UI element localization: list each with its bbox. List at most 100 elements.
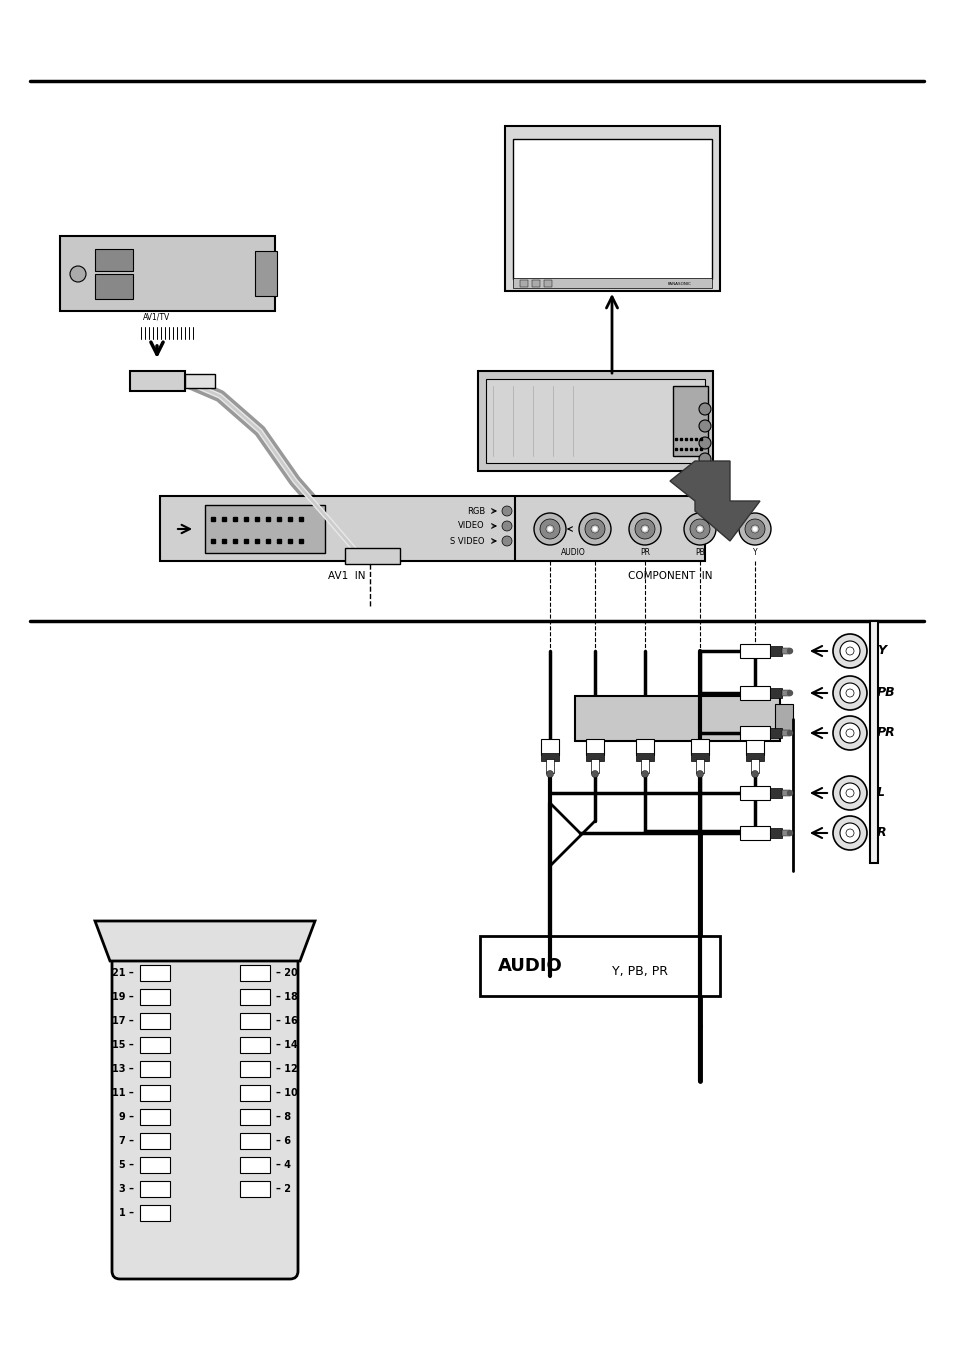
Circle shape bbox=[845, 647, 853, 655]
Bar bbox=[240, 1038, 270, 1052]
Bar bbox=[345, 549, 399, 563]
Bar bbox=[240, 1085, 270, 1101]
Circle shape bbox=[699, 420, 710, 432]
Circle shape bbox=[640, 770, 648, 777]
Bar bbox=[636, 739, 654, 755]
Bar bbox=[769, 646, 781, 657]
Text: 15 –: 15 – bbox=[112, 1040, 133, 1050]
Circle shape bbox=[751, 770, 758, 777]
FancyBboxPatch shape bbox=[112, 952, 297, 1279]
Text: 21 –: 21 – bbox=[112, 969, 133, 978]
Text: AUDIO: AUDIO bbox=[497, 957, 561, 975]
Text: L: L bbox=[876, 786, 884, 800]
Bar bbox=[240, 1181, 270, 1197]
Bar bbox=[504, 126, 720, 290]
Polygon shape bbox=[669, 461, 760, 540]
Text: – 12: – 12 bbox=[275, 1065, 297, 1074]
Bar bbox=[869, 621, 877, 863]
Circle shape bbox=[840, 823, 859, 843]
Bar bbox=[740, 786, 769, 800]
Bar bbox=[205, 505, 325, 553]
Text: – 6: – 6 bbox=[275, 1136, 291, 1146]
Circle shape bbox=[786, 831, 792, 835]
Circle shape bbox=[840, 640, 859, 661]
Bar bbox=[477, 372, 712, 471]
Bar bbox=[240, 1013, 270, 1029]
Circle shape bbox=[699, 403, 710, 415]
Bar bbox=[590, 759, 598, 773]
Text: – 14: – 14 bbox=[275, 1040, 297, 1050]
Bar bbox=[519, 280, 527, 286]
Circle shape bbox=[750, 526, 759, 534]
Bar bbox=[696, 759, 703, 773]
Bar bbox=[781, 830, 789, 836]
Bar bbox=[781, 730, 789, 736]
Bar bbox=[485, 380, 704, 463]
Circle shape bbox=[689, 519, 709, 539]
Bar bbox=[140, 989, 170, 1005]
Circle shape bbox=[739, 513, 770, 544]
Bar bbox=[513, 278, 711, 288]
Bar bbox=[60, 236, 274, 311]
Bar bbox=[585, 739, 603, 755]
Circle shape bbox=[832, 716, 866, 750]
Bar bbox=[140, 1061, 170, 1077]
Bar bbox=[690, 753, 708, 761]
Text: 3 –: 3 – bbox=[119, 1183, 133, 1194]
Circle shape bbox=[591, 770, 598, 777]
Text: 19 –: 19 – bbox=[112, 992, 133, 1002]
Text: VIDEO: VIDEO bbox=[457, 521, 484, 531]
Circle shape bbox=[845, 789, 853, 797]
Bar bbox=[254, 251, 276, 296]
Text: PR: PR bbox=[639, 549, 649, 557]
Circle shape bbox=[501, 521, 512, 531]
Bar bbox=[774, 704, 792, 734]
Circle shape bbox=[845, 830, 853, 838]
Bar bbox=[185, 374, 214, 388]
Text: Y, PB, PR: Y, PB, PR bbox=[612, 965, 667, 978]
Bar bbox=[140, 1109, 170, 1125]
Circle shape bbox=[696, 770, 702, 777]
Circle shape bbox=[635, 519, 655, 539]
Text: R: R bbox=[876, 827, 885, 839]
Bar bbox=[769, 828, 781, 838]
Text: PB: PB bbox=[695, 549, 704, 557]
Circle shape bbox=[753, 527, 756, 531]
Bar bbox=[240, 1109, 270, 1125]
Text: – 4: – 4 bbox=[275, 1161, 291, 1170]
Text: – 20: – 20 bbox=[275, 969, 297, 978]
Bar bbox=[240, 1061, 270, 1077]
Text: AV1/TV: AV1/TV bbox=[143, 312, 171, 322]
Text: 5 –: 5 – bbox=[119, 1161, 133, 1170]
Bar bbox=[769, 688, 781, 698]
Bar bbox=[745, 739, 763, 755]
Bar bbox=[672, 386, 707, 457]
Circle shape bbox=[696, 526, 703, 534]
Bar bbox=[545, 759, 554, 773]
Bar bbox=[95, 249, 132, 272]
Circle shape bbox=[578, 513, 610, 544]
Text: S VIDEO: S VIDEO bbox=[450, 536, 484, 546]
Bar bbox=[690, 739, 708, 755]
Bar bbox=[543, 280, 552, 286]
Bar bbox=[769, 788, 781, 798]
Bar bbox=[140, 1205, 170, 1221]
Circle shape bbox=[786, 690, 792, 696]
Polygon shape bbox=[95, 921, 314, 961]
Bar bbox=[479, 936, 720, 996]
Bar bbox=[740, 686, 769, 700]
Circle shape bbox=[786, 648, 792, 654]
Bar bbox=[513, 139, 711, 280]
Text: 1 –: 1 – bbox=[119, 1208, 133, 1219]
Circle shape bbox=[584, 519, 604, 539]
Text: 7 –: 7 – bbox=[119, 1136, 133, 1146]
Bar bbox=[585, 753, 603, 761]
Bar bbox=[240, 1156, 270, 1173]
Bar bbox=[240, 965, 270, 981]
Text: PR: PR bbox=[876, 727, 895, 739]
Text: 13 –: 13 – bbox=[112, 1065, 133, 1074]
Circle shape bbox=[628, 513, 660, 544]
Bar bbox=[575, 696, 780, 740]
Bar bbox=[781, 690, 789, 696]
Circle shape bbox=[501, 536, 512, 546]
